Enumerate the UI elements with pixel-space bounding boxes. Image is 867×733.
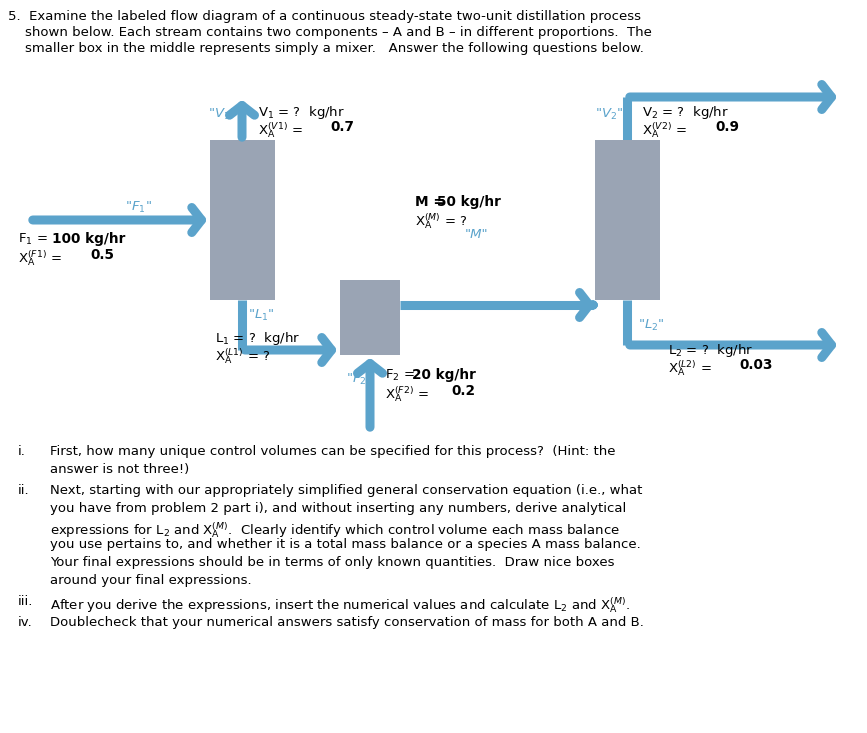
- Text: L$_1$ = ?  kg/hr: L$_1$ = ? kg/hr: [215, 330, 300, 347]
- Text: you use pertains to, and whether it is a total mass balance or a species A mass : you use pertains to, and whether it is a…: [50, 538, 641, 551]
- Text: 50 kg/hr: 50 kg/hr: [437, 195, 501, 209]
- Text: X$_\mathregular{A}^{(F1)}$ =: X$_\mathregular{A}^{(F1)}$ =: [18, 248, 63, 268]
- Text: 20 kg/hr: 20 kg/hr: [412, 368, 476, 382]
- Text: Your final expressions should be in terms of only known quantities.  Draw nice b: Your final expressions should be in term…: [50, 556, 615, 569]
- Text: X$_\mathregular{A}^{(L1)}$ = ?: X$_\mathregular{A}^{(L1)}$ = ?: [215, 346, 271, 366]
- Text: iv.: iv.: [18, 616, 33, 629]
- Bar: [340, 280, 400, 355]
- Text: iii.: iii.: [18, 595, 33, 608]
- Text: L$_2$ = ?  kg/hr: L$_2$ = ? kg/hr: [668, 342, 753, 359]
- Text: Next, starting with our appropriately simplified general conservation equation (: Next, starting with our appropriately si…: [50, 484, 642, 497]
- Text: "F$_1$": "F$_1$": [125, 200, 152, 215]
- Text: 0.7: 0.7: [330, 120, 354, 134]
- Text: F$_1$ =: F$_1$ =: [18, 232, 49, 247]
- Text: Doublecheck that your numerical answers satisfy conservation of mass for both A : Doublecheck that your numerical answers …: [50, 616, 644, 629]
- Text: "V$_2$": "V$_2$": [595, 107, 623, 122]
- Text: "F$_2$": "F$_2$": [346, 372, 373, 387]
- Text: "M": "M": [465, 228, 489, 241]
- Text: X$_\mathregular{A}^{(F2)}$ =: X$_\mathregular{A}^{(F2)}$ =: [385, 384, 430, 404]
- Text: X$_\mathregular{A}^{(V2)}$ =: X$_\mathregular{A}^{(V2)}$ =: [642, 120, 688, 140]
- Text: expressions for L$_2$ and X$_\mathregular{A}^{(M)}$.  Clearly identify which con: expressions for L$_2$ and X$_\mathregula…: [50, 520, 620, 539]
- Text: shown below. Each stream contains two components – A and B – in different propor: shown below. Each stream contains two co…: [8, 26, 652, 39]
- Text: 100 kg/hr: 100 kg/hr: [52, 232, 126, 246]
- Text: ii.: ii.: [18, 484, 29, 497]
- Text: answer is not three!): answer is not three!): [50, 463, 189, 476]
- Text: smaller box in the middle represents simply a mixer.   Answer the following ques: smaller box in the middle represents sim…: [8, 42, 644, 55]
- Text: 0.5: 0.5: [90, 248, 114, 262]
- Text: First, how many unique control volumes can be specified for this process?  (Hint: First, how many unique control volumes c…: [50, 445, 616, 458]
- Text: After you derive the expressions, insert the numerical values and calculate L$_2: After you derive the expressions, insert…: [50, 595, 630, 615]
- Text: 0.2: 0.2: [451, 384, 475, 398]
- Text: M =: M =: [415, 195, 450, 209]
- Text: "L$_1$": "L$_1$": [248, 308, 275, 323]
- Bar: [595, 140, 660, 300]
- Text: 5.  Examine the labeled flow diagram of a continuous steady-state two-unit disti: 5. Examine the labeled flow diagram of a…: [8, 10, 641, 23]
- Text: you have from problem 2 part i), and without inserting any numbers, derive analy: you have from problem 2 part i), and wit…: [50, 502, 626, 515]
- Text: "L$_2$": "L$_2$": [638, 318, 665, 333]
- Bar: [210, 140, 275, 300]
- Text: "V$_1$": "V$_1$": [208, 107, 237, 122]
- Text: V$_1$ = ?  kg/hr: V$_1$ = ? kg/hr: [258, 104, 345, 121]
- Text: around your final expressions.: around your final expressions.: [50, 574, 251, 587]
- Text: 0.03: 0.03: [739, 358, 772, 372]
- Text: F$_2$ =: F$_2$ =: [385, 368, 416, 383]
- Text: V$_2$ = ?  kg/hr: V$_2$ = ? kg/hr: [642, 104, 729, 121]
- Text: X$_\mathregular{A}^{(M)}$ = ?: X$_\mathregular{A}^{(M)}$ = ?: [415, 211, 467, 231]
- Text: X$_\mathregular{A}^{(V1)}$ =: X$_\mathregular{A}^{(V1)}$ =: [258, 120, 304, 140]
- Text: 0.9: 0.9: [715, 120, 739, 134]
- Text: X$_\mathregular{A}^{(L2)}$ =: X$_\mathregular{A}^{(L2)}$ =: [668, 358, 714, 377]
- Text: i.: i.: [18, 445, 26, 458]
